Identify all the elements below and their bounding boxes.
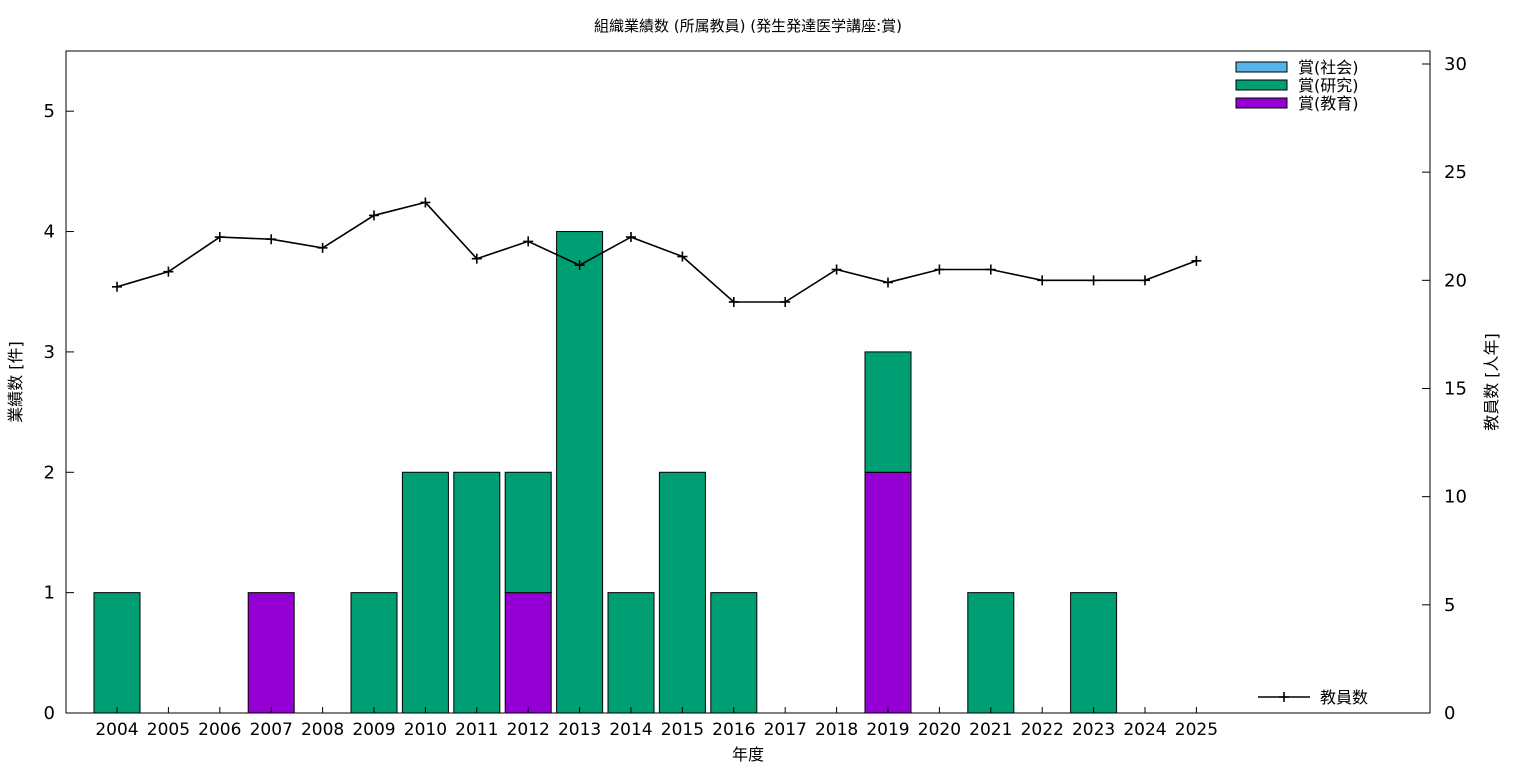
- y-tick-label: 2: [44, 462, 55, 483]
- line-point-2005: [163, 266, 174, 277]
- chart-title: 組織業績数 (所属教員) (発生発達医学講座:賞): [594, 17, 902, 35]
- line-point-2015: [677, 251, 688, 262]
- line-point-2008: [317, 242, 328, 253]
- line-point-2022: [1037, 275, 1048, 286]
- line-point-2018: [831, 264, 842, 275]
- x-tick-label: 2021: [969, 720, 1012, 740]
- x-tick-label: 2014: [609, 720, 652, 740]
- x-tick-label: 2019: [866, 720, 909, 740]
- y2-tick-label: 15: [1444, 378, 1467, 399]
- y2-tick-label: 5: [1444, 595, 1455, 616]
- bar-2009-賞(研究): [350, 592, 398, 714]
- bar-2019-賞(研究): [864, 351, 912, 473]
- bar-2015-賞(研究): [658, 471, 706, 714]
- legend-label-教員数: 教員数: [1320, 688, 1368, 707]
- bar-2019-賞(教育): [864, 471, 912, 714]
- y2-tick-label: 30: [1444, 54, 1467, 75]
- bar-2010-賞(研究): [401, 471, 449, 714]
- bar-2004-賞(研究): [93, 592, 141, 714]
- y-axis-label: 業績数 [件]: [6, 341, 25, 423]
- x-tick-label: 2017: [764, 720, 807, 740]
- line-point-2016: [728, 296, 739, 307]
- y2-tick-label: 20: [1444, 270, 1467, 291]
- line-layer: [112, 197, 1202, 307]
- legend-swatch-賞(教育): [1235, 97, 1288, 109]
- legend-label-賞(研究): 賞(研究): [1298, 76, 1359, 95]
- x-tick-label: 2004: [95, 720, 138, 740]
- x-tick-label: 2023: [1072, 720, 1115, 740]
- x-tick-label: 2016: [712, 720, 755, 740]
- line-point-2025: [1191, 255, 1202, 266]
- bar-2023-賞(研究): [1070, 592, 1118, 714]
- y2-tick-label: 10: [1444, 487, 1467, 508]
- line-point-2019: [883, 277, 893, 288]
- line-point-2014: [626, 232, 636, 243]
- y-tick-label: 5: [44, 101, 55, 122]
- x-tick-label: 2020: [918, 720, 961, 740]
- line-point-2012: [523, 236, 534, 247]
- line-point-2024: [1140, 275, 1150, 286]
- legend-label-賞(教育): 賞(教育): [1298, 94, 1359, 113]
- y-tick-label: 4: [44, 222, 55, 243]
- x-tick-label: 2012: [507, 720, 550, 740]
- x-tick-label: 2011: [455, 720, 498, 740]
- line-point-2021: [985, 264, 996, 275]
- legend-label-賞(社会): 賞(社会): [1298, 58, 1359, 77]
- x-tick-label: 2025: [1175, 720, 1218, 740]
- legend-swatch-賞(研究): [1235, 79, 1288, 91]
- line-point-2010: [420, 197, 431, 208]
- x-tick-label: 2009: [352, 720, 395, 740]
- legend-layer: 賞(社会)賞(研究)賞(教育) 教員数: [1235, 58, 1368, 707]
- y2-axis-label: 教員数 [人年]: [1482, 333, 1501, 431]
- line-point-2011: [471, 253, 482, 264]
- y2-tick-label: 25: [1444, 162, 1467, 183]
- bar-2013-賞(研究): [556, 231, 604, 714]
- bar-2016-賞(研究): [710, 592, 758, 714]
- bar-2012-賞(研究): [504, 471, 552, 594]
- line-point-2017: [780, 296, 791, 307]
- bars-layer: [93, 231, 1118, 714]
- line-point-2007: [266, 234, 277, 245]
- x-tick-label: 2006: [198, 720, 241, 740]
- bar-2012-賞(教育): [504, 592, 552, 714]
- y-tick-label: 0: [44, 703, 55, 724]
- x-tick-label: 2013: [558, 720, 601, 740]
- line-教員数: [116, 201, 1197, 303]
- y2-tick-label: 0: [1444, 703, 1455, 724]
- line-point-2004: [112, 281, 122, 292]
- line-point-2009: [369, 210, 379, 221]
- legend-swatch-賞(社会): [1235, 61, 1288, 73]
- line-point-2023: [1088, 275, 1099, 286]
- line-point-2013: [574, 260, 585, 271]
- bar-2011-賞(研究): [453, 471, 501, 714]
- line-point-2006: [214, 232, 225, 243]
- y-tick-label: 1: [44, 583, 55, 604]
- plot-border: [65, 50, 1431, 714]
- bar-2007-賞(教育): [247, 592, 295, 714]
- x-tick-label: 2007: [250, 720, 293, 740]
- x-axis-label: 年度: [732, 745, 764, 764]
- x-tick-label: 2005: [147, 720, 190, 740]
- legend-line-marker: [1279, 692, 1289, 702]
- bar-2014-賞(研究): [607, 592, 655, 714]
- x-tick-label: 2022: [1021, 720, 1064, 740]
- bar-2021-賞(研究): [967, 592, 1015, 714]
- x-tick-label: 2024: [1123, 720, 1166, 740]
- y-tick-label: 3: [44, 342, 55, 363]
- x-tick-label: 2010: [404, 720, 447, 740]
- x-tick-label: 2015: [661, 720, 704, 740]
- line-point-2020: [934, 264, 945, 275]
- x-tick-label: 2008: [301, 720, 344, 740]
- x-tick-label: 2018: [815, 720, 858, 740]
